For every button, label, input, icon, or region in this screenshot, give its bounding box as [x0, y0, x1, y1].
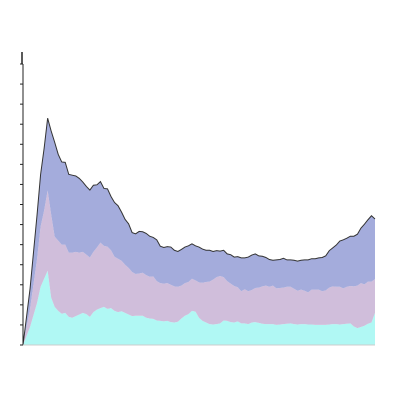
area-series-2	[23, 190, 375, 345]
area-series-3	[23, 118, 375, 345]
axes	[20, 52, 375, 346]
area-layers	[22, 118, 376, 346]
area-series-1	[23, 270, 375, 345]
total-outline	[22, 118, 376, 346]
